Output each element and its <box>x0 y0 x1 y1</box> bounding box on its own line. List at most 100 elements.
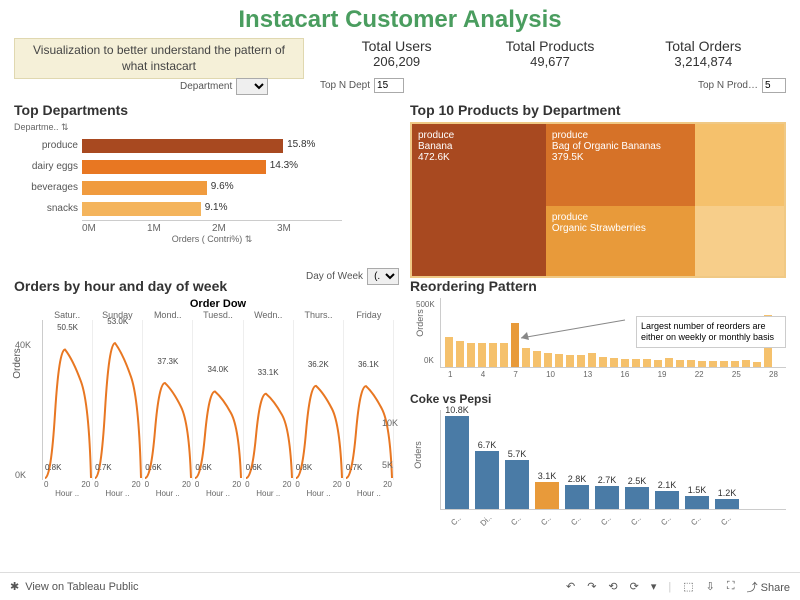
reorder-bar[interactable] <box>588 353 596 367</box>
reorder-bar[interactable] <box>742 360 750 367</box>
refresh-icon[interactable]: ⟳ <box>630 580 639 593</box>
pause-icon[interactable]: ▾ <box>651 580 657 593</box>
redo-icon[interactable]: ↷ <box>587 580 596 593</box>
reorder-bar[interactable] <box>621 359 629 367</box>
treemap-cell[interactable] <box>695 206 784 276</box>
cvp-bar[interactable] <box>535 482 559 509</box>
dept-row: produce 15.8% <box>14 136 394 155</box>
x-tick: 7 <box>513 370 517 379</box>
x-tick: 3M <box>277 223 342 234</box>
cvp-bar[interactable] <box>565 485 589 509</box>
reorder-bar[interactable] <box>467 343 475 367</box>
reorder-bar[interactable] <box>566 355 574 367</box>
share-button[interactable]: ⤴ Share <box>747 579 790 595</box>
reorder-annotation: Largest number of reorders are either on… <box>636 316 786 348</box>
cvp-col: 2.5K <box>625 476 649 509</box>
cvp-bar[interactable] <box>685 496 709 509</box>
reorder-bar[interactable] <box>599 357 607 367</box>
download-icon[interactable]: ⇩ <box>706 580 715 593</box>
reorder-bar[interactable] <box>445 337 453 367</box>
cvp-bar[interactable] <box>625 487 649 509</box>
cvp-chart: Coke vs Pepsi Orders 10K 5K 10.8K6.7K5.7… <box>410 392 786 525</box>
device-icon[interactable]: ⬚ <box>683 580 693 593</box>
reorder-bar[interactable] <box>610 358 618 367</box>
reorder-bar[interactable] <box>555 354 563 367</box>
section-title: Orders by hour and day of week <box>14 278 394 294</box>
y-axis-label: Orders <box>415 309 425 337</box>
cvp-bar[interactable] <box>655 491 679 509</box>
tableau-logo-icon: ✱ <box>10 580 19 593</box>
cvp-value: 5.7K <box>508 449 527 459</box>
cvp-bar[interactable] <box>595 486 619 509</box>
dept-bar[interactable] <box>82 139 283 153</box>
day-label: Tuesd.. <box>193 310 243 320</box>
reorder-bar[interactable] <box>753 362 761 367</box>
cvp-bar[interactable] <box>505 460 529 509</box>
dept-bar[interactable] <box>82 202 201 216</box>
kpi-orders: Total Orders 3,214,874 <box>627 38 780 69</box>
treemap-cell[interactable]: produceOrganic Strawberries <box>546 206 695 276</box>
footer-toolbar: ✱ View on Tableau Public ↶ ↷ ⟲ ⟳ ▾ | ⬚ ⇩… <box>0 572 800 600</box>
y-tick: 5K <box>382 460 393 470</box>
hourly-line <box>43 340 92 480</box>
cvp-xlabel: C.. <box>534 509 557 532</box>
reorder-bar[interactable] <box>720 361 728 367</box>
hourly-col: 36.2K0.8K <box>294 320 344 480</box>
dept-bar[interactable] <box>82 160 266 174</box>
dept-row: dairy eggs 14.3% <box>14 157 394 176</box>
cvp-xlabel: C.. <box>654 509 677 532</box>
reorder-bar[interactable] <box>489 343 497 367</box>
peak-label: 53.0K <box>107 317 128 326</box>
reorder-bar[interactable] <box>533 351 541 367</box>
y-axis-label: Orders <box>12 348 23 379</box>
view-public-link[interactable]: View on Tableau Public <box>25 581 138 593</box>
treemap-cell[interactable]: produceBanana472.6K <box>412 124 546 276</box>
cvp-bar[interactable] <box>715 499 739 509</box>
reorder-bar[interactable] <box>500 343 508 367</box>
x-label: Hour .. <box>344 489 394 498</box>
reorder-chart: Reordering Pattern Orders 500K 0K 147101… <box>410 278 786 379</box>
reorder-bar[interactable] <box>632 359 640 367</box>
reorder-bar[interactable] <box>544 353 552 367</box>
reorder-bar[interactable] <box>522 348 530 367</box>
top-n-dept-input[interactable] <box>374 78 404 93</box>
reorder-bar[interactable] <box>478 343 486 367</box>
fullscreen-icon[interactable]: ⛶ <box>727 580 735 593</box>
reorder-bar[interactable] <box>687 360 695 367</box>
cvp-value: 2.5K <box>628 476 647 486</box>
dept-row: beverages 9.6% <box>14 178 394 197</box>
treemap-cell[interactable]: produceBag of Organic Bananas379.5K <box>546 124 695 206</box>
top-n-prod-input[interactable] <box>762 78 786 93</box>
section-title: Top 10 Products by Department <box>410 102 786 118</box>
reorder-bar[interactable] <box>676 360 684 367</box>
reorder-bar[interactable] <box>456 341 464 367</box>
treemap-cell[interactable] <box>695 124 784 206</box>
reorder-bar[interactable] <box>698 361 706 367</box>
reorder-bar[interactable] <box>665 358 673 367</box>
dept-name: dairy eggs <box>14 161 82 172</box>
cvp-bar[interactable] <box>445 416 469 509</box>
y-tick: 0K <box>424 356 434 365</box>
low-label: 0.6K <box>145 463 161 472</box>
filter-label: Department <box>180 81 232 92</box>
reorder-bar[interactable] <box>709 361 717 367</box>
cvp-bar[interactable] <box>475 451 499 509</box>
revert-icon[interactable]: ⟲ <box>608 580 617 593</box>
hourly-line <box>93 340 142 480</box>
undo-icon[interactable]: ↶ <box>566 580 575 593</box>
department-select[interactable] <box>236 78 268 95</box>
cvp-col: 2.7K <box>595 475 619 509</box>
cvp-value: 3.1K <box>538 471 557 481</box>
dept-row: snacks 9.1% <box>14 199 394 218</box>
hourly-col: 37.3K0.6K <box>143 320 193 480</box>
low-label: 0.7K <box>95 463 111 472</box>
reorder-bar[interactable] <box>654 360 662 367</box>
x-label: Hour .. <box>143 489 193 498</box>
dept-bar[interactable] <box>82 181 207 195</box>
treemap-chart: Top 10 Products by Department produceBan… <box>410 102 786 278</box>
low-label: 0.8K <box>296 463 312 472</box>
reorder-bar[interactable] <box>731 361 739 367</box>
reorder-bar[interactable] <box>643 359 651 367</box>
kpi-users: Total Users 206,209 <box>320 38 473 69</box>
reorder-bar[interactable] <box>577 355 585 367</box>
